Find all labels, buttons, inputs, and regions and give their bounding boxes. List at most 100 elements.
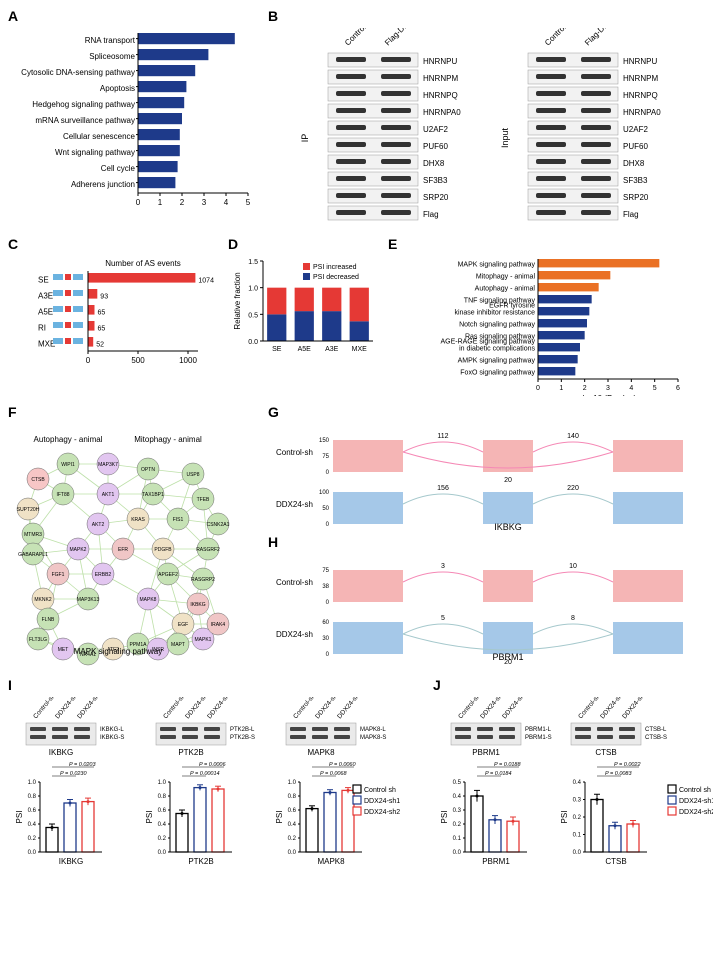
- svg-text:0: 0: [86, 356, 91, 365]
- svg-text:4: 4: [629, 385, 633, 392]
- svg-text:Control-sh: Control-sh: [162, 697, 187, 720]
- svg-text:Mitophagy - animal: Mitophagy - animal: [476, 273, 536, 280]
- svg-text:Notch signaling pathway: Notch signaling pathway: [459, 321, 535, 328]
- row-ij: I Control-sh DDX24-sh1 DDX24-sh2 IKBKG-L IKB…: [8, 677, 711, 877]
- svg-text:PBRM1: PBRM1: [472, 748, 500, 757]
- svg-text:AKT2: AKT2: [92, 522, 105, 528]
- svg-text:MKNK2: MKNK2: [34, 597, 51, 603]
- svg-text:Control-sh: Control-sh: [577, 697, 602, 720]
- svg-text:A5E: A5E: [298, 346, 312, 353]
- svg-text:DDX24-sh1: DDX24-sh1: [679, 798, 713, 805]
- svg-text:0: 0: [536, 385, 540, 392]
- svg-text:MAPK8: MAPK8: [317, 857, 345, 866]
- panels-gh: G 075150Control-sh11214020050100DDX24-sh…: [268, 404, 711, 669]
- panel-e-label: E: [388, 236, 711, 252]
- svg-text:mRNA surveillance pathway: mRNA surveillance pathway: [35, 116, 135, 125]
- svg-text:SRP20: SRP20: [423, 193, 449, 202]
- svg-text:IKBKG: IKBKG: [494, 522, 522, 532]
- panel-j-label: J: [433, 677, 713, 693]
- svg-text:0.3: 0.3: [453, 808, 462, 814]
- svg-text:MAPT: MAPT: [171, 642, 185, 648]
- svg-text:IKBKG-S: IKBKG-S: [100, 735, 124, 741]
- svg-text:A3E: A3E: [38, 292, 53, 301]
- panel-f: F CTSBWIPI1MAP3K7OPTNUSP8SUPT20HIFT88AKT…: [8, 404, 268, 669]
- svg-text:MAP3K7: MAP3K7: [98, 462, 118, 468]
- svg-text:0: 0: [136, 198, 141, 207]
- svg-text:Control sh: Control sh: [364, 787, 396, 794]
- svg-text:0.5: 0.5: [248, 312, 258, 319]
- svg-text:1000: 1000: [179, 356, 197, 365]
- svg-text:5: 5: [653, 385, 657, 392]
- svg-text:3: 3: [441, 563, 445, 570]
- svg-text:SRP20: SRP20: [623, 193, 649, 202]
- svg-text:MAPK signaling pathway: MAPK signaling pathway: [458, 261, 536, 268]
- svg-text:GABARAPL1: GABARAPL1: [18, 552, 48, 558]
- svg-text:MAPK8-L: MAPK8-L: [360, 727, 386, 733]
- svg-text:Flag-DDX24: Flag-DDX24: [583, 28, 621, 47]
- svg-text:FLT3LG: FLT3LG: [29, 637, 47, 643]
- svg-text:SF3B3: SF3B3: [423, 176, 448, 185]
- svg-text:0: 0: [326, 522, 330, 528]
- svg-text:0.0: 0.0: [573, 850, 582, 856]
- chart-panel-e: 0123456MAPK signaling pathwayMitophagy -…: [388, 256, 698, 396]
- svg-text:USP8: USP8: [186, 472, 199, 478]
- svg-text:PDGFB: PDGFB: [154, 547, 172, 553]
- chart-panel-c: Number of AS events050010001074SE93A3E65…: [8, 256, 223, 366]
- panel-d-label: D: [228, 236, 388, 252]
- svg-text:P = 0.0083: P = 0.0083: [605, 771, 632, 777]
- svg-text:PTK2B-S: PTK2B-S: [230, 735, 255, 741]
- svg-text:0.4: 0.4: [288, 822, 297, 828]
- svg-text:FLNB: FLNB: [42, 617, 55, 623]
- svg-text:50: 50: [322, 506, 329, 512]
- svg-text:Control-sh: Control-sh: [276, 448, 313, 457]
- svg-text:1: 1: [158, 198, 163, 207]
- svg-text:PSI increased: PSI increased: [313, 264, 357, 271]
- svg-text:Flag-DDX24: Flag-DDX24: [383, 28, 421, 47]
- svg-text:HNRNPM: HNRNPM: [623, 74, 658, 83]
- svg-text:0.8: 0.8: [158, 794, 167, 800]
- svg-text:CSNK2A1: CSNK2A1: [207, 522, 230, 528]
- panel-i-label: I: [8, 677, 433, 693]
- svg-text:Number of AS events: Number of AS events: [105, 259, 181, 268]
- svg-text:TAX1BP1: TAX1BP1: [142, 492, 164, 498]
- svg-text:IKBKG: IKBKG: [190, 602, 205, 608]
- svg-text:KRAS: KRAS: [131, 517, 145, 523]
- svg-text:AKT1: AKT1: [102, 492, 115, 498]
- svg-text:PSI decreased: PSI decreased: [313, 274, 359, 281]
- svg-text:P = 0.0060: P = 0.0060: [329, 762, 356, 768]
- svg-text:RNA transport: RNA transport: [85, 36, 136, 45]
- svg-text:U2AF2: U2AF2: [623, 125, 648, 134]
- svg-text:IKBKG-L: IKBKG-L: [100, 727, 124, 733]
- svg-text:HNRNPQ: HNRNPQ: [423, 91, 458, 100]
- svg-text:HNRNPM: HNRNPM: [423, 74, 458, 83]
- svg-text:FoxO signaling pathway: FoxO signaling pathway: [460, 369, 535, 376]
- svg-text:0.2: 0.2: [288, 836, 297, 842]
- svg-text:IP: IP: [300, 134, 310, 143]
- svg-text:MAPK1: MAPK1: [195, 637, 212, 643]
- svg-text:PBRM1-L: PBRM1-L: [525, 727, 552, 733]
- svg-text:MET: MET: [58, 647, 69, 653]
- svg-text:0.2: 0.2: [573, 815, 582, 821]
- svg-text:0.2: 0.2: [158, 836, 167, 842]
- svg-text:HNRNPA0: HNRNPA0: [423, 108, 461, 117]
- svg-text:75: 75: [322, 454, 329, 460]
- svg-text:DDX24-sh2: DDX24-sh2: [501, 697, 528, 720]
- svg-text:MAPK signaling pathway: MAPK signaling pathway: [74, 647, 163, 656]
- panel-e: E 0123456MAPK signaling pathwayMitophagy…: [388, 236, 711, 396]
- svg-text:0.6: 0.6: [288, 808, 297, 814]
- chart-panel-j: Control-sh DDX24-sh1 DDX24-sh2 PBRM1-L PBRM1…: [433, 697, 713, 877]
- svg-text:5: 5: [246, 198, 251, 207]
- svg-text:Cell cycle: Cell cycle: [101, 164, 136, 173]
- svg-text:4: 4: [224, 198, 229, 207]
- svg-text:150: 150: [319, 438, 330, 444]
- svg-text:1.0: 1.0: [158, 780, 167, 786]
- svg-text:IKBKG: IKBKG: [49, 748, 73, 757]
- svg-text:3: 3: [202, 198, 207, 207]
- svg-text:0.4: 0.4: [573, 780, 582, 786]
- svg-text:Autophagy - animal: Autophagy - animal: [34, 435, 103, 444]
- svg-text:60: 60: [322, 620, 329, 626]
- svg-text:PSI: PSI: [560, 811, 569, 824]
- svg-text:156: 156: [437, 485, 449, 492]
- svg-text:Control: Control: [343, 28, 368, 47]
- svg-text:CTSB: CTSB: [595, 748, 616, 757]
